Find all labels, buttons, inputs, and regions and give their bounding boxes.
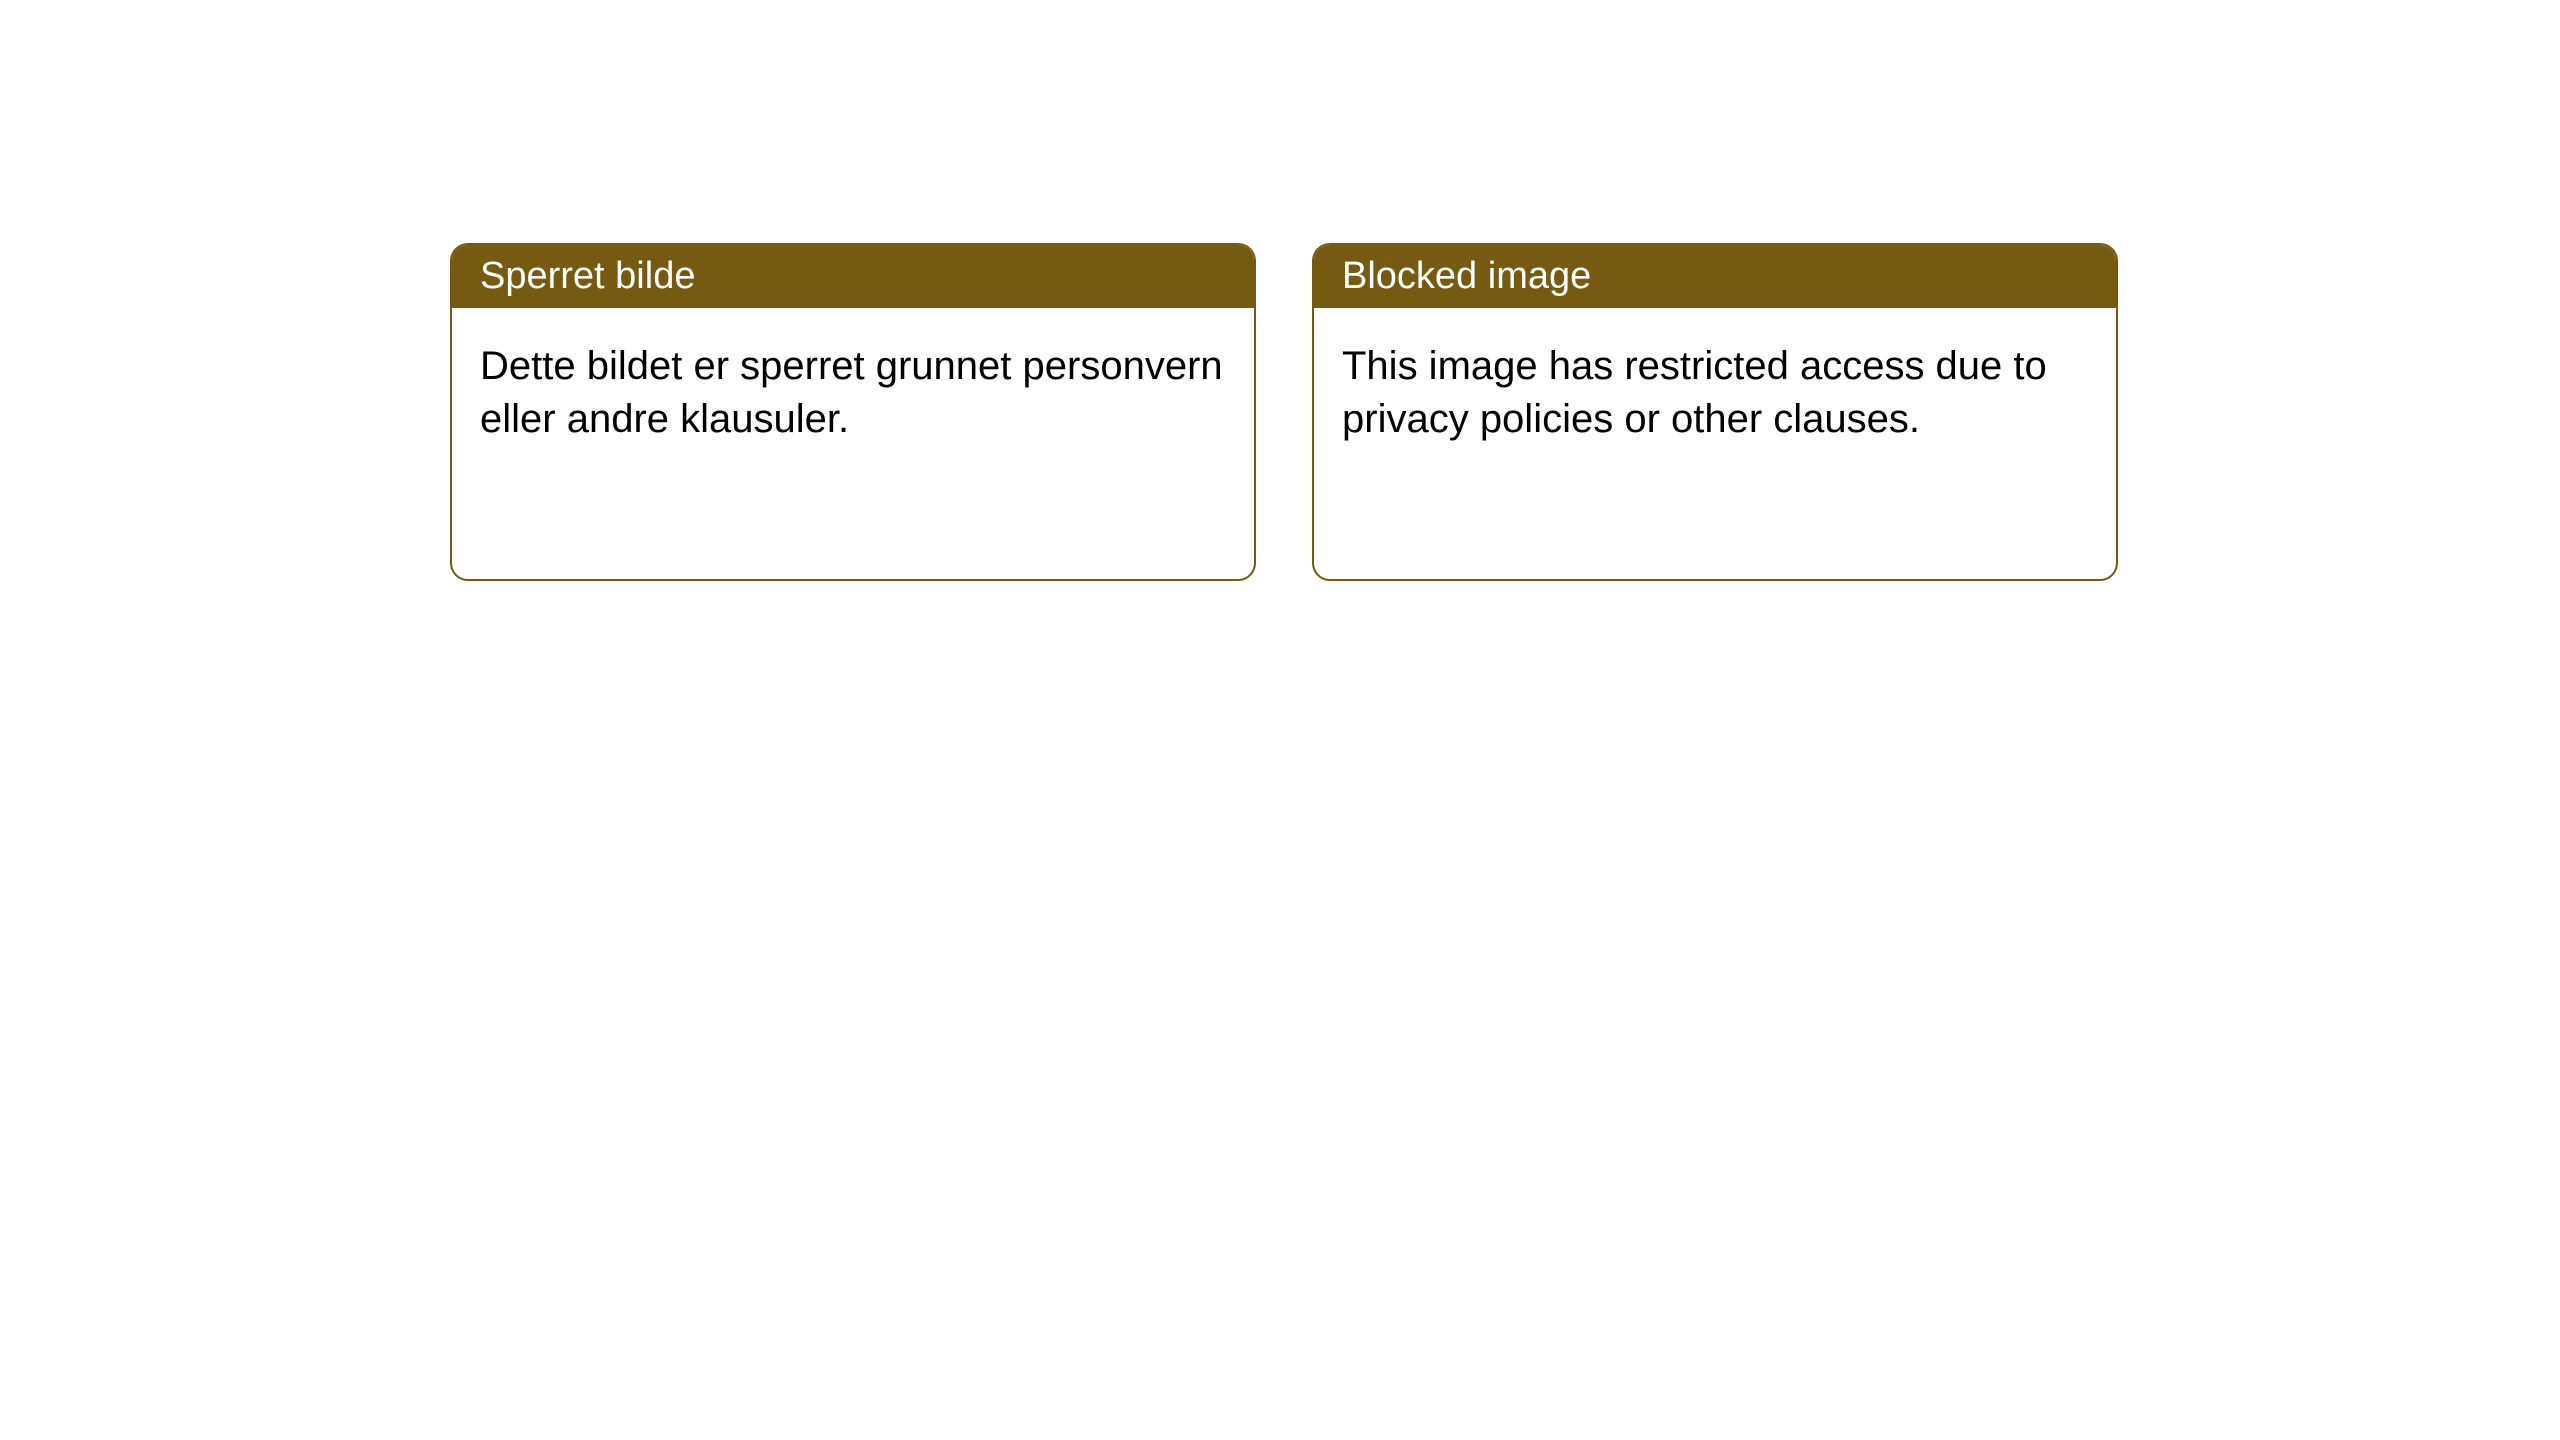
card-title-english: Blocked image [1314, 245, 2116, 308]
card-body-english: This image has restricted access due to … [1314, 308, 2116, 478]
blocked-image-card-norwegian: Sperret bilde Dette bildet er sperret gr… [450, 243, 1256, 581]
card-body-norwegian: Dette bildet er sperret grunnet personve… [452, 308, 1254, 478]
card-title-norwegian: Sperret bilde [452, 245, 1254, 308]
blocked-image-card-english: Blocked image This image has restricted … [1312, 243, 2118, 581]
notice-cards-container: Sperret bilde Dette bildet er sperret gr… [0, 0, 2560, 581]
